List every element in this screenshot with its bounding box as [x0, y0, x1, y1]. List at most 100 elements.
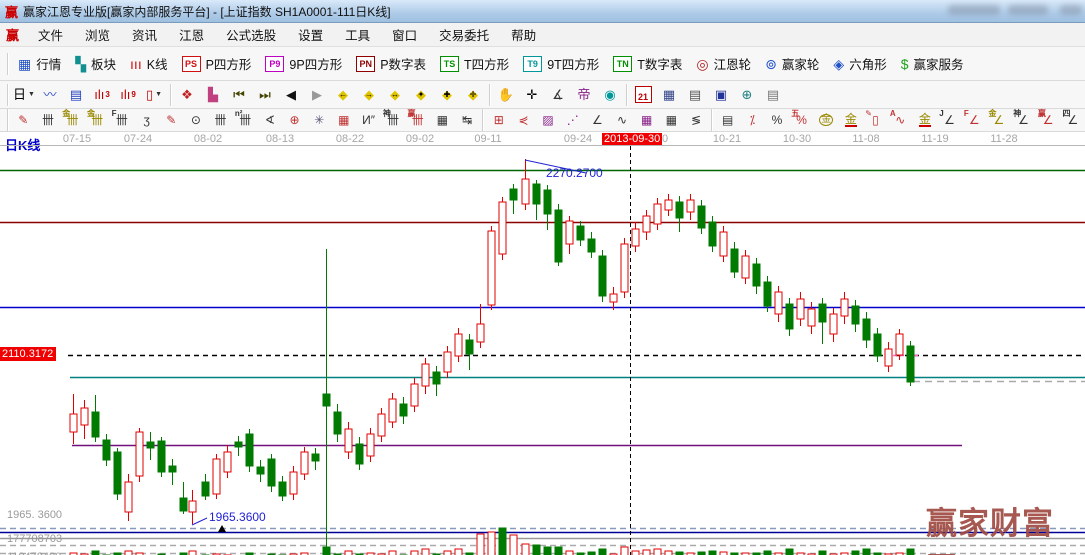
- menu-1[interactable]: 文件: [38, 29, 64, 43]
- gold-circle-tool[interactable]: 金: [819, 114, 834, 126]
- cycle-tool[interactable]: ◉: [604, 87, 616, 102]
- candle-9-icon[interactable]: ılı 9: [120, 87, 136, 102]
- candle: [179, 497, 188, 512]
- spiral-tool[interactable]: ʒ: [143, 113, 150, 127]
- last-bar-button[interactable]: ⏭: [259, 87, 271, 102]
- kline-chart[interactable]: 日K线 07-15 07-24 08-02 08-13 08-22 09-02 09-11 0…: [0, 132, 1085, 555]
- diamond-expand-button[interactable]: ◆ ✦: [416, 87, 426, 102]
- save-icon[interactable]: ▣: [714, 87, 728, 102]
- red-brush-tool[interactable]: ✎: [166, 113, 177, 127]
- p9-button[interactable]: P9 9P四方形: [265, 54, 342, 73]
- period-day-dropdown[interactable]: 日 ▼: [13, 87, 35, 102]
- wave-tool[interactable]: ∿: [617, 113, 628, 127]
- angle-measure-tool[interactable]: ∡: [552, 87, 564, 102]
- num-grid-tool[interactable]: ▦: [436, 113, 449, 127]
- notepad-icon[interactable]: ▤: [688, 87, 702, 102]
- pattern-icon[interactable]: ❖: [181, 87, 193, 102]
- color-hist-icon[interactable]: ▙: [208, 87, 218, 102]
- hexagon-button[interactable]: ◈ 六角形: [833, 54, 886, 73]
- time-circle-tool[interactable]: ⊙: [190, 113, 201, 127]
- diamond-left-button[interactable]: ◆ ←: [338, 87, 348, 102]
- angle-line-tool[interactable]: ∠: [592, 113, 603, 127]
- angle-flag-tool[interactable]: ∢: [264, 113, 275, 127]
- hand-tool[interactable]: ✋: [497, 87, 515, 102]
- menu-10[interactable]: 帮助: [511, 29, 537, 43]
- menu-6[interactable]: 设置: [298, 29, 324, 43]
- gold-line2-tool[interactable]: 金: [918, 112, 931, 127]
- brush-tool[interactable]: ✎: [18, 113, 29, 127]
- purple-tool[interactable]: 帝: [577, 87, 591, 102]
- menu-8[interactable]: 窗口: [392, 29, 418, 43]
- sector-blocks-button[interactable]: ▚ 板块: [75, 54, 116, 73]
- frame-grid-tool[interactable]: ⊞: [493, 113, 504, 127]
- menu-9[interactable]: 交易委托: [439, 29, 490, 43]
- compass-tool[interactable]: ⊕: [289, 113, 300, 127]
- print-icon[interactable]: ▤: [766, 87, 780, 102]
- four-angle-tool[interactable]: ∠ 四: [1062, 109, 1079, 127]
- info-doc-icon[interactable]: ▤: [69, 87, 83, 102]
- kline-button[interactable]: ııı K线: [130, 54, 168, 73]
- j-angle-tool[interactable]: ∠ J: [939, 109, 955, 127]
- t9-button[interactable]: T9 9T四方形: [523, 54, 599, 73]
- ts-button[interactable]: TS T四方形: [440, 54, 509, 73]
- gold-grid2-tool[interactable]: 卌金: [86, 109, 104, 127]
- next-button[interactable]: ▶: [312, 87, 322, 102]
- starburst-tool[interactable]: ✳: [314, 113, 325, 127]
- service-button[interactable]: $ 赢家服务: [901, 54, 964, 73]
- calendar-icon[interactable]: 21: [631, 84, 655, 106]
- pn-button[interactable]: PN P数字表: [356, 54, 426, 73]
- scale-chart-tool[interactable]: ▤: [721, 113, 734, 127]
- grid-c-tool[interactable]: ▦: [665, 113, 678, 127]
- tn-button[interactable]: TN T数字表: [613, 54, 682, 73]
- candle-pen-tool[interactable]: ▯ ✎: [865, 109, 879, 127]
- menu-2[interactable]: 浏览: [85, 29, 111, 43]
- winner-wheel-button[interactable]: ⊚ 赢家轮: [765, 54, 819, 73]
- red-rays-tool[interactable]: ⋞: [518, 113, 529, 127]
- candle: [366, 433, 375, 457]
- n-wave-tool[interactable]: И″: [362, 113, 375, 127]
- gann-grid-tool[interactable]: 卌: [41, 113, 54, 127]
- purple-grid-tool[interactable]: ▨: [542, 113, 554, 127]
- f-angle-tool[interactable]: ∠ F: [963, 109, 980, 127]
- network-icon[interactable]: ⊕: [741, 87, 753, 102]
- gold-angle-tool[interactable]: ∠ 金: [988, 109, 1005, 127]
- purple-rays-tool[interactable]: ⋰: [566, 113, 579, 127]
- candle-style-dropdown[interactable]: ▯ ▼: [145, 87, 163, 102]
- span-arrow-tool[interactable]: ↹: [462, 113, 473, 127]
- first-bar-button[interactable]: ⏮: [233, 87, 245, 102]
- win-angle-tool[interactable]: ∠ 赢: [1037, 109, 1054, 127]
- menu-7[interactable]: 工具: [345, 29, 371, 43]
- map-icon[interactable]: 〰: [43, 87, 57, 102]
- menu-5[interactable]: 公式选股: [226, 29, 277, 43]
- calculator-icon[interactable]: ▦: [662, 87, 676, 102]
- five-percent-tool[interactable]: % 五: [791, 109, 807, 127]
- shen-angle-tool[interactable]: ∠ 神: [1013, 109, 1029, 127]
- percent-tool[interactable]: %: [771, 113, 783, 127]
- gann-wheel-button[interactable]: ◎ 江恩轮: [696, 54, 751, 73]
- candle-3-icon[interactable]: ılı 3: [94, 87, 110, 102]
- slant-lines-tool[interactable]: ≶: [690, 113, 702, 127]
- gold-grid-tool[interactable]: 卌金: [62, 109, 79, 127]
- a-wave-tool[interactable]: ∿ A: [889, 109, 906, 127]
- diamond-move-button[interactable]: ◆ ✛: [468, 87, 478, 102]
- menu-3[interactable]: 资讯: [132, 29, 158, 43]
- menu-4[interactable]: 江恩: [179, 29, 205, 43]
- win-grid-tool[interactable]: 卌赢: [407, 109, 424, 127]
- grid-tool[interactable]: 卌: [214, 113, 227, 127]
- shen-grid-tool[interactable]: 卌神: [382, 109, 400, 127]
- volume-bar: [344, 550, 353, 555]
- volume-bar: [851, 550, 860, 555]
- diamond-right-button[interactable]: ◆ →: [364, 87, 374, 102]
- red-percent-tool[interactable]: ⁒: [749, 113, 756, 127]
- quote-grid-button[interactable]: ▦ 行情: [18, 54, 61, 73]
- gold-line-tool[interactable]: 金: [844, 112, 857, 127]
- diamond-h-button[interactable]: ◆ ↔: [390, 87, 400, 102]
- grid-b-tool[interactable]: ▦: [641, 113, 653, 127]
- n2-grid-tool[interactable]: 卌 n²: [234, 109, 252, 127]
- ps-button[interactable]: PS P四方形: [181, 54, 251, 73]
- prev-button[interactable]: ◀: [286, 87, 296, 102]
- crosshair-tool[interactable]: ✛: [526, 87, 538, 102]
- red-box-grid-tool[interactable]: ▦: [338, 113, 350, 127]
- diamond-cross-button[interactable]: ◆ ✚: [442, 87, 452, 102]
